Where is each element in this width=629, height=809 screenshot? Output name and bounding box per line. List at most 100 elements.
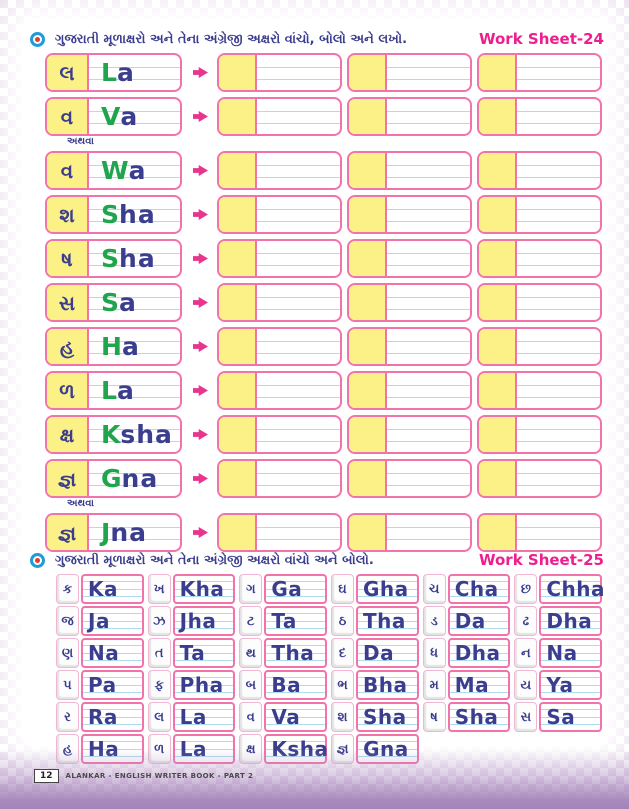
gujarati-letter: ઢ bbox=[514, 606, 538, 636]
english-word: Sa bbox=[539, 702, 603, 732]
practice-box[interactable] bbox=[477, 513, 602, 552]
practice-box[interactable] bbox=[347, 97, 472, 136]
practice-box-writing-area bbox=[387, 329, 470, 364]
practice-box[interactable] bbox=[217, 513, 342, 552]
practice-box[interactable] bbox=[477, 371, 602, 410]
right-arrow-icon bbox=[193, 209, 208, 220]
letter-grid-cell: ડ Da bbox=[422, 606, 511, 636]
practice-box-writing-area bbox=[517, 197, 600, 232]
practice-box[interactable] bbox=[347, 195, 472, 234]
letter-grid-cell: શ Sha bbox=[331, 702, 419, 732]
practice-box[interactable] bbox=[217, 53, 342, 92]
gujarati-letter: ર bbox=[56, 702, 79, 732]
letter-grid-cell: ધ Dha bbox=[422, 638, 511, 668]
practice-box[interactable] bbox=[217, 195, 342, 234]
practice-box[interactable] bbox=[347, 239, 472, 278]
practice-box[interactable] bbox=[347, 459, 472, 498]
practice-box[interactable] bbox=[477, 53, 602, 92]
practice-box[interactable] bbox=[347, 283, 472, 322]
letter-grid-row: ણ Na ત Ta થ Tha દ Da ધ Dha ન Na bbox=[56, 638, 603, 668]
practice-box[interactable] bbox=[477, 327, 602, 366]
practice-box[interactable] bbox=[347, 53, 472, 92]
bottom-purple-band bbox=[0, 749, 629, 809]
letter-grid-row: જ Ja ઝ Jha ટ Ta ઠ Tha ડ Da ઢ Dha bbox=[56, 606, 603, 636]
practice-box[interactable] bbox=[347, 327, 472, 366]
practice-box-writing-area bbox=[257, 417, 340, 452]
practice-box-letter-cell bbox=[219, 329, 257, 364]
practice-box[interactable] bbox=[347, 151, 472, 190]
english-word: La bbox=[172, 702, 236, 732]
practice-box-letter-cell bbox=[479, 99, 517, 134]
practice-box[interactable] bbox=[477, 195, 602, 234]
english-word: Cha bbox=[447, 574, 511, 604]
practice-box-letter-cell bbox=[479, 461, 517, 496]
practice-box[interactable] bbox=[217, 415, 342, 454]
english-rest: ha bbox=[119, 244, 156, 273]
gujarati-letter: પ bbox=[56, 670, 79, 700]
letter-grid-cell: ફ Pha bbox=[147, 670, 236, 700]
practice-box-writing-area bbox=[387, 153, 470, 188]
practice-box[interactable] bbox=[347, 513, 472, 552]
english-word: Kha bbox=[172, 574, 236, 604]
gujarati-letter: સ bbox=[514, 702, 538, 732]
worksheet25-header: ગુજરાતી મૂળાક્ષરો અને તેના અંગ્રેજી અક્ષ… bbox=[30, 551, 604, 569]
practice-box-writing-area bbox=[257, 241, 340, 276]
practice-boxes bbox=[217, 415, 602, 454]
practice-box[interactable] bbox=[477, 415, 602, 454]
practice-box[interactable] bbox=[217, 239, 342, 278]
practice-box[interactable] bbox=[217, 371, 342, 410]
right-arrow-icon bbox=[193, 473, 208, 484]
practice-box-writing-area bbox=[517, 55, 600, 90]
english-capital: W bbox=[101, 156, 129, 185]
english-capital: S bbox=[101, 244, 120, 273]
practice-box[interactable] bbox=[347, 415, 472, 454]
gujarati-letter: ફ bbox=[147, 670, 171, 700]
practice-box-letter-cell bbox=[219, 241, 257, 276]
practice-box[interactable] bbox=[477, 283, 602, 322]
practice-boxes bbox=[217, 459, 602, 498]
practice-box[interactable] bbox=[217, 97, 342, 136]
gujarati-letter: વ bbox=[239, 702, 263, 732]
practice-box-letter-cell bbox=[479, 285, 517, 320]
gujarati-letter: ખ bbox=[147, 574, 171, 604]
worksheet25-instruction: ગુજરાતી મૂળાક્ષરો અને તેના અંગ્રેજી અક્ષ… bbox=[55, 552, 374, 568]
english-word: Tha bbox=[356, 606, 419, 636]
practice-box[interactable] bbox=[477, 97, 602, 136]
english-capital: J bbox=[101, 518, 111, 547]
practice-box[interactable] bbox=[217, 283, 342, 322]
english-word: Ta bbox=[172, 638, 236, 668]
worksheet25-label: Work Sheet-25 bbox=[478, 551, 604, 569]
practice-box[interactable] bbox=[477, 151, 602, 190]
letter-grid-cell: ણ Na bbox=[56, 638, 144, 668]
practice-box-letter-cell bbox=[349, 461, 387, 496]
english-capital: V bbox=[101, 102, 121, 131]
practice-box-writing-area bbox=[257, 329, 340, 364]
gujarati-letter: જ્ઞ bbox=[47, 461, 89, 496]
practice-box[interactable] bbox=[477, 239, 602, 278]
gujarati-letter: લ bbox=[47, 55, 89, 90]
english-word: Ja bbox=[81, 606, 144, 636]
practice-box-letter-cell bbox=[219, 461, 257, 496]
practice-box[interactable] bbox=[347, 371, 472, 410]
practice-box[interactable] bbox=[477, 459, 602, 498]
right-arrow-icon bbox=[193, 165, 208, 176]
practice-box[interactable] bbox=[217, 459, 342, 498]
practice-box[interactable] bbox=[217, 151, 342, 190]
letter-grid-cell: સ Sa bbox=[514, 702, 603, 732]
gujarati-letter: ક્ષ bbox=[47, 417, 89, 452]
letter-grid-cell: ટ Ta bbox=[239, 606, 328, 636]
practice-box[interactable] bbox=[217, 327, 342, 366]
english-rest: na bbox=[121, 464, 159, 493]
practice-box-writing-area bbox=[387, 55, 470, 90]
